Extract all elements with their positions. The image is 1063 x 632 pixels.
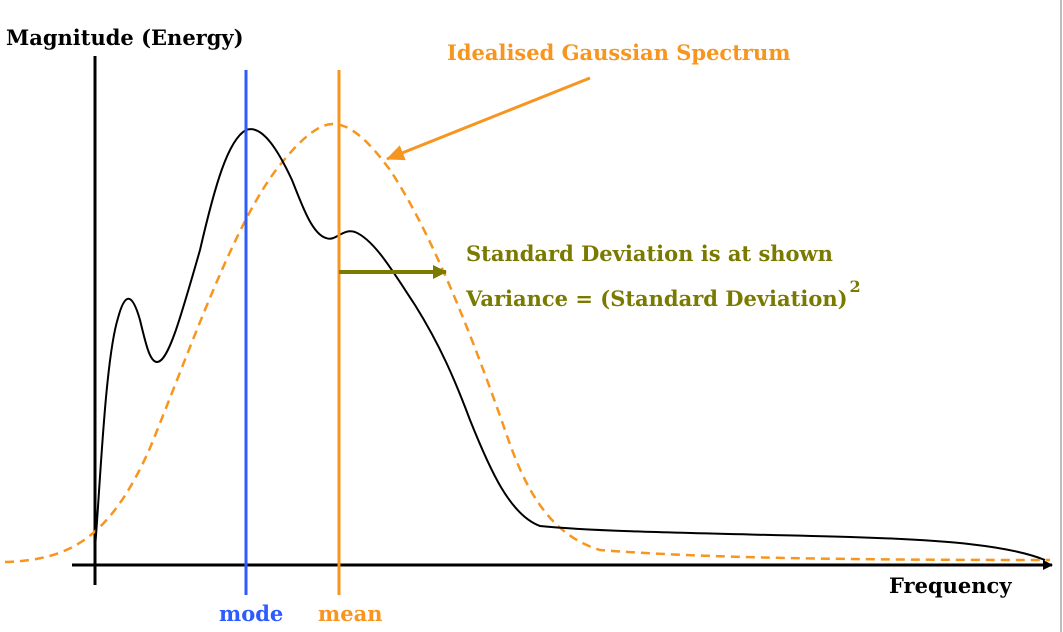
x-axis-label: Frequency [889, 573, 1012, 598]
gaussian-pointer-arrow [386, 76, 591, 161]
variance-label: Variance = (Standard Deviation) 2 [466, 279, 861, 311]
variance-exponent: 2 [849, 277, 861, 296]
mean-label: mean [318, 601, 383, 626]
std-deviation-label: Standard Deviation is at shown [466, 241, 833, 266]
gaussian-curve [4, 122, 1051, 564]
spectrum-curve [94, 128, 1046, 561]
mode-label: mode [219, 601, 284, 626]
y-axis-label: Magnitude (Energy) [6, 25, 244, 50]
gaussian-label: Idealised Gaussian Spectrum [447, 40, 791, 65]
variance-text: Variance = (Standard Deviation) [466, 286, 848, 311]
